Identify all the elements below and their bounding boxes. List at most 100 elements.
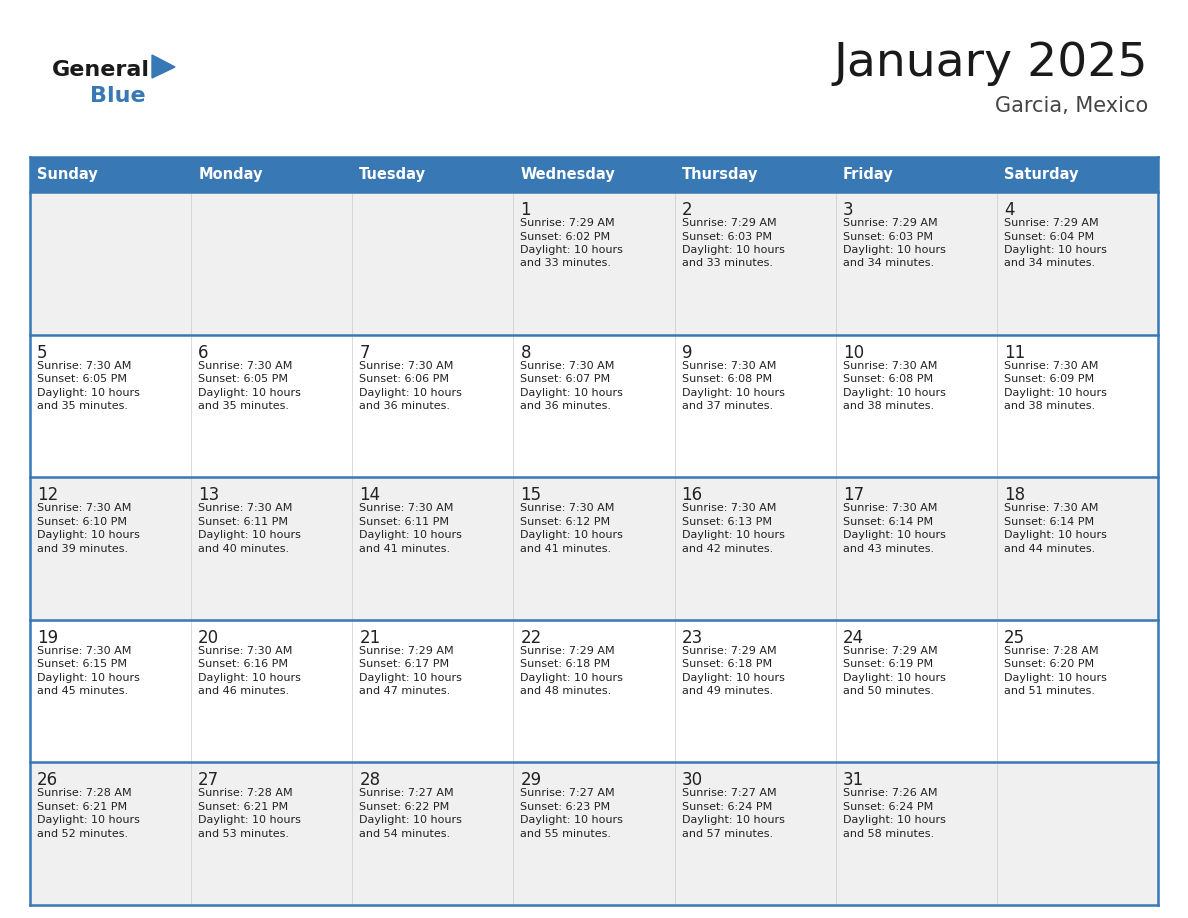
Text: Sunrise: 7:28 AM: Sunrise: 7:28 AM <box>198 789 292 799</box>
Text: and 44 minutes.: and 44 minutes. <box>1004 543 1095 554</box>
Bar <box>191 157 353 192</box>
Text: Sunset: 6:03 PM: Sunset: 6:03 PM <box>842 231 933 241</box>
Text: Daylight: 10 hours: Daylight: 10 hours <box>842 673 946 683</box>
Text: Sunset: 6:15 PM: Sunset: 6:15 PM <box>37 659 127 669</box>
Polygon shape <box>152 55 175 78</box>
Text: Daylight: 10 hours: Daylight: 10 hours <box>682 387 784 397</box>
Text: and 42 minutes.: and 42 minutes. <box>682 543 773 554</box>
Text: 29: 29 <box>520 771 542 789</box>
Bar <box>997 157 1158 192</box>
Text: Sunrise: 7:30 AM: Sunrise: 7:30 AM <box>682 503 776 513</box>
Text: Sunset: 6:21 PM: Sunset: 6:21 PM <box>198 802 289 812</box>
Text: and 38 minutes.: and 38 minutes. <box>842 401 934 411</box>
Text: Daylight: 10 hours: Daylight: 10 hours <box>198 673 301 683</box>
Text: and 52 minutes.: and 52 minutes. <box>37 829 128 839</box>
Text: 23: 23 <box>682 629 703 647</box>
Text: and 49 minutes.: and 49 minutes. <box>682 687 773 696</box>
Text: Sunrise: 7:30 AM: Sunrise: 7:30 AM <box>1004 361 1098 371</box>
Text: Sunset: 6:14 PM: Sunset: 6:14 PM <box>842 517 933 527</box>
Text: Monday: Monday <box>198 167 263 182</box>
Text: January 2025: January 2025 <box>834 40 1148 85</box>
Text: Sunrise: 7:29 AM: Sunrise: 7:29 AM <box>682 218 776 228</box>
Text: Garcia, Mexico: Garcia, Mexico <box>994 96 1148 116</box>
Text: Sunrise: 7:30 AM: Sunrise: 7:30 AM <box>37 361 132 371</box>
Text: Daylight: 10 hours: Daylight: 10 hours <box>520 815 624 825</box>
Text: and 41 minutes.: and 41 minutes. <box>359 543 450 554</box>
Text: and 34 minutes.: and 34 minutes. <box>842 259 934 268</box>
Text: and 45 minutes.: and 45 minutes. <box>37 687 128 696</box>
Text: Daylight: 10 hours: Daylight: 10 hours <box>842 245 946 255</box>
Text: Sunset: 6:08 PM: Sunset: 6:08 PM <box>842 375 933 384</box>
Text: Sunset: 6:19 PM: Sunset: 6:19 PM <box>842 659 933 669</box>
Text: Sunset: 6:05 PM: Sunset: 6:05 PM <box>198 375 289 384</box>
Text: Sunrise: 7:29 AM: Sunrise: 7:29 AM <box>520 218 615 228</box>
Text: Daylight: 10 hours: Daylight: 10 hours <box>359 815 462 825</box>
Text: and 40 minutes.: and 40 minutes. <box>198 543 289 554</box>
Text: Daylight: 10 hours: Daylight: 10 hours <box>359 673 462 683</box>
Text: Sunset: 6:05 PM: Sunset: 6:05 PM <box>37 375 127 384</box>
Text: 14: 14 <box>359 487 380 504</box>
Text: and 33 minutes.: and 33 minutes. <box>520 259 612 268</box>
Text: 7: 7 <box>359 343 369 362</box>
Text: Sunset: 6:03 PM: Sunset: 6:03 PM <box>682 231 771 241</box>
Text: 9: 9 <box>682 343 693 362</box>
Text: Sunset: 6:18 PM: Sunset: 6:18 PM <box>520 659 611 669</box>
Text: and 50 minutes.: and 50 minutes. <box>842 687 934 696</box>
Text: Sunset: 6:20 PM: Sunset: 6:20 PM <box>1004 659 1094 669</box>
Text: 20: 20 <box>198 629 220 647</box>
Text: General: General <box>52 60 150 80</box>
Text: Sunset: 6:16 PM: Sunset: 6:16 PM <box>198 659 289 669</box>
Text: and 48 minutes.: and 48 minutes. <box>520 687 612 696</box>
Text: Wednesday: Wednesday <box>520 167 615 182</box>
Text: Blue: Blue <box>90 86 146 106</box>
Text: 8: 8 <box>520 343 531 362</box>
Text: Daylight: 10 hours: Daylight: 10 hours <box>198 387 301 397</box>
Text: Daylight: 10 hours: Daylight: 10 hours <box>1004 673 1107 683</box>
Text: Daylight: 10 hours: Daylight: 10 hours <box>520 245 624 255</box>
Bar <box>835 157 997 192</box>
Text: Daylight: 10 hours: Daylight: 10 hours <box>1004 387 1107 397</box>
Text: Daylight: 10 hours: Daylight: 10 hours <box>520 531 624 540</box>
Text: Sunset: 6:06 PM: Sunset: 6:06 PM <box>359 375 449 384</box>
Text: and 34 minutes.: and 34 minutes. <box>1004 259 1095 268</box>
Text: Sunrise: 7:29 AM: Sunrise: 7:29 AM <box>359 645 454 655</box>
Text: and 35 minutes.: and 35 minutes. <box>37 401 128 411</box>
Text: Friday: Friday <box>842 167 893 182</box>
Text: Sunrise: 7:30 AM: Sunrise: 7:30 AM <box>842 503 937 513</box>
Text: Sunset: 6:14 PM: Sunset: 6:14 PM <box>1004 517 1094 527</box>
Text: and 36 minutes.: and 36 minutes. <box>359 401 450 411</box>
Text: Daylight: 10 hours: Daylight: 10 hours <box>359 387 462 397</box>
Bar <box>30 192 1158 334</box>
Text: Sunrise: 7:30 AM: Sunrise: 7:30 AM <box>520 361 615 371</box>
Text: Daylight: 10 hours: Daylight: 10 hours <box>198 815 301 825</box>
Text: Sunset: 6:13 PM: Sunset: 6:13 PM <box>682 517 771 527</box>
Text: and 36 minutes.: and 36 minutes. <box>520 401 612 411</box>
Text: Sunset: 6:24 PM: Sunset: 6:24 PM <box>842 802 933 812</box>
Text: 30: 30 <box>682 771 702 789</box>
Text: 21: 21 <box>359 629 380 647</box>
Text: Daylight: 10 hours: Daylight: 10 hours <box>682 531 784 540</box>
Text: Sunrise: 7:29 AM: Sunrise: 7:29 AM <box>1004 218 1099 228</box>
Text: Sunrise: 7:30 AM: Sunrise: 7:30 AM <box>359 503 454 513</box>
Text: Sunset: 6:23 PM: Sunset: 6:23 PM <box>520 802 611 812</box>
Text: Tuesday: Tuesday <box>359 167 426 182</box>
Text: Sunset: 6:11 PM: Sunset: 6:11 PM <box>359 517 449 527</box>
Text: Daylight: 10 hours: Daylight: 10 hours <box>842 531 946 540</box>
Text: 19: 19 <box>37 629 58 647</box>
Text: and 51 minutes.: and 51 minutes. <box>1004 687 1095 696</box>
Text: Sunset: 6:24 PM: Sunset: 6:24 PM <box>682 802 772 812</box>
Bar <box>30 477 1158 620</box>
Text: and 58 minutes.: and 58 minutes. <box>842 829 934 839</box>
Text: Sunrise: 7:30 AM: Sunrise: 7:30 AM <box>198 645 292 655</box>
Text: 15: 15 <box>520 487 542 504</box>
Text: and 37 minutes.: and 37 minutes. <box>682 401 772 411</box>
Text: Daylight: 10 hours: Daylight: 10 hours <box>359 531 462 540</box>
Text: Sunset: 6:17 PM: Sunset: 6:17 PM <box>359 659 449 669</box>
Text: Sunset: 6:08 PM: Sunset: 6:08 PM <box>682 375 772 384</box>
Text: and 57 minutes.: and 57 minutes. <box>682 829 772 839</box>
Text: and 54 minutes.: and 54 minutes. <box>359 829 450 839</box>
Text: Daylight: 10 hours: Daylight: 10 hours <box>1004 531 1107 540</box>
Text: Sunset: 6:21 PM: Sunset: 6:21 PM <box>37 802 127 812</box>
Text: Daylight: 10 hours: Daylight: 10 hours <box>37 815 140 825</box>
Text: 17: 17 <box>842 487 864 504</box>
